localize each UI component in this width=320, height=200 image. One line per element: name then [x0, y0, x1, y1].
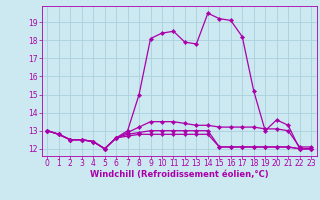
X-axis label: Windchill (Refroidissement éolien,°C): Windchill (Refroidissement éolien,°C) [90, 170, 268, 179]
